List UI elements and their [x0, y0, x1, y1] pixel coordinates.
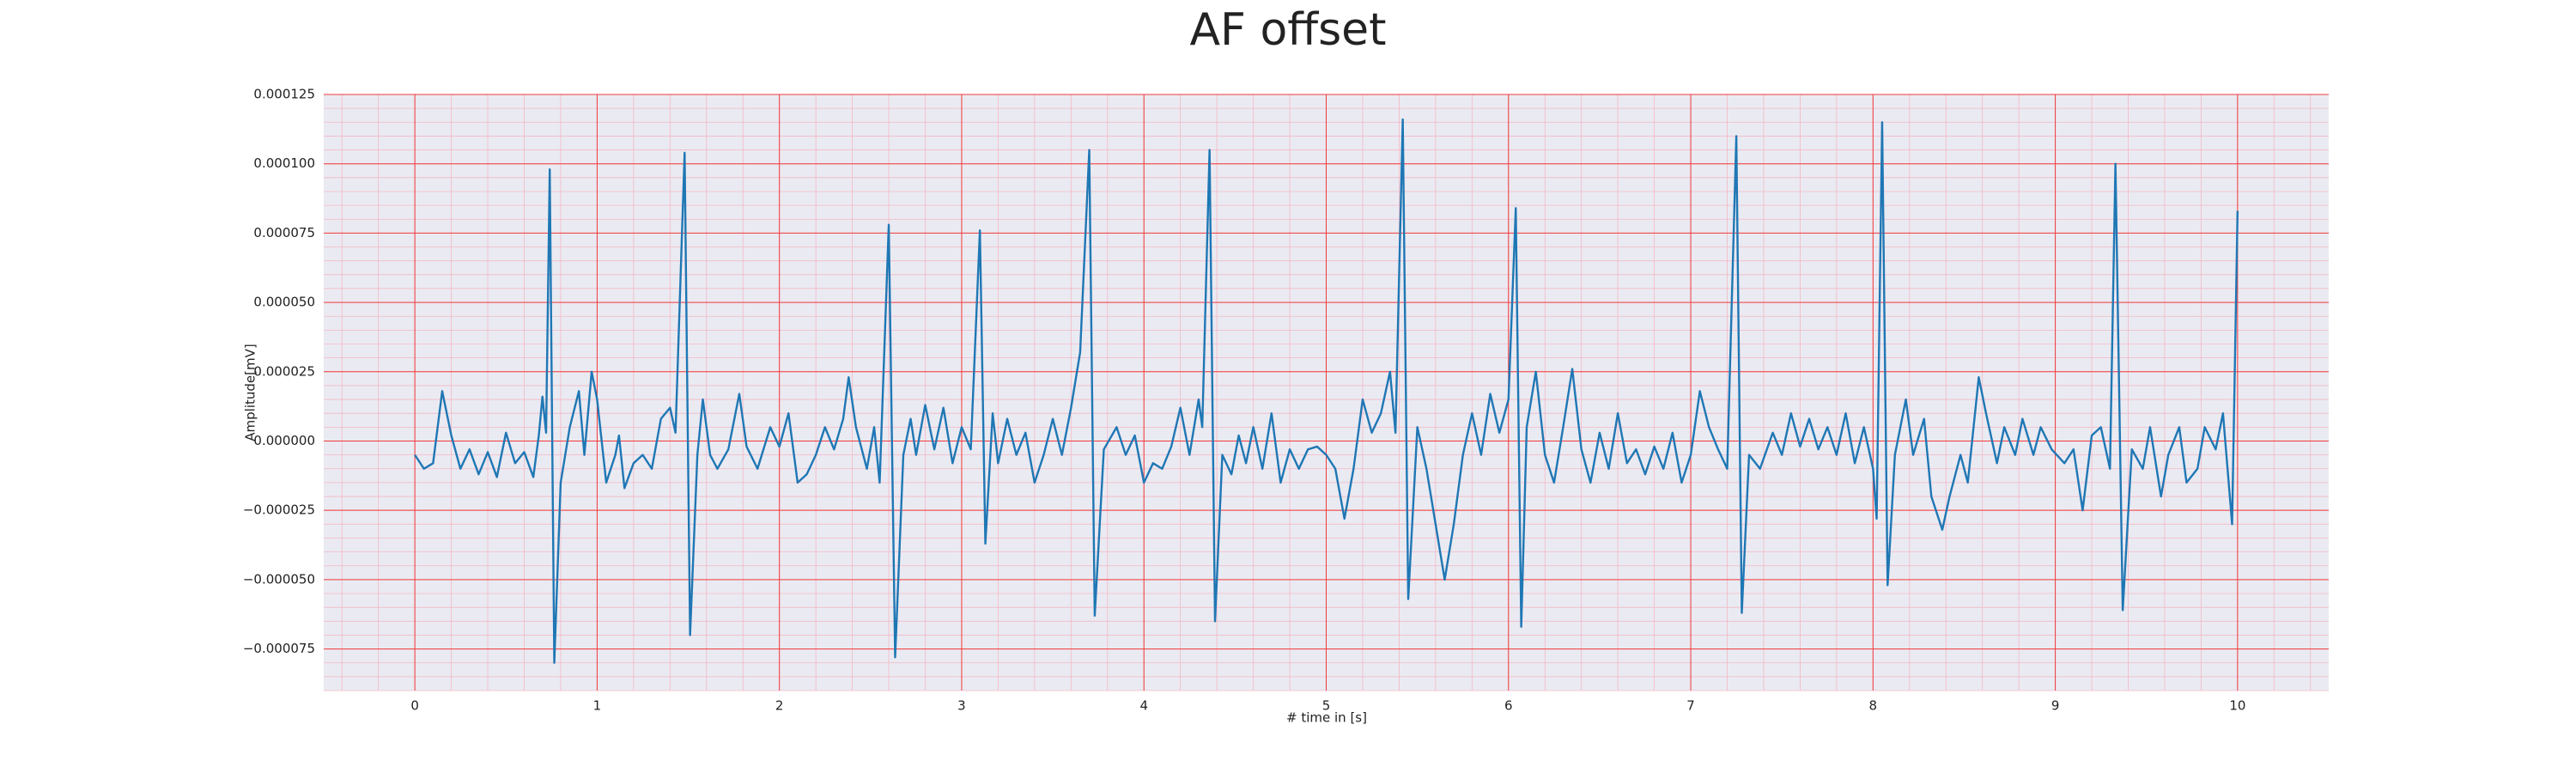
x-tick-label: 1 — [593, 698, 602, 714]
chart-title: AF offset — [1189, 4, 1386, 56]
y-tick-label: 0.000050 — [253, 295, 315, 310]
y-tick-label: 0.000125 — [253, 87, 315, 102]
x-tick-label: 2 — [775, 698, 784, 714]
x-tick-label: 0 — [410, 698, 419, 714]
x-tick-label: 9 — [2051, 698, 2060, 714]
y-tick-label: −0.000025 — [243, 502, 315, 518]
y-tick-label: −0.000075 — [243, 641, 315, 656]
line-series — [414, 118, 2239, 664]
y-tick-label: 0.000000 — [253, 433, 315, 448]
y-tick-label: 0.000075 — [253, 225, 315, 240]
x-tick-label: 5 — [1322, 698, 1331, 714]
x-tick-label: 6 — [1504, 698, 1513, 714]
y-tick-label: −0.000050 — [243, 571, 315, 587]
y-tick-label: 0.000025 — [253, 363, 315, 379]
x-axis-label: # time in [s] — [1286, 710, 1367, 726]
x-tick-label: 3 — [957, 698, 966, 714]
y-tick-label: 0.000100 — [253, 155, 315, 171]
x-tick-label: 10 — [2229, 698, 2245, 714]
x-tick-label: 4 — [1139, 698, 1148, 714]
grid — [324, 94, 2329, 691]
x-tick-label: 7 — [1686, 698, 1695, 714]
y-axis-label: Amplitude[mV] — [243, 344, 258, 441]
x-tick-label: 8 — [1869, 698, 1878, 714]
